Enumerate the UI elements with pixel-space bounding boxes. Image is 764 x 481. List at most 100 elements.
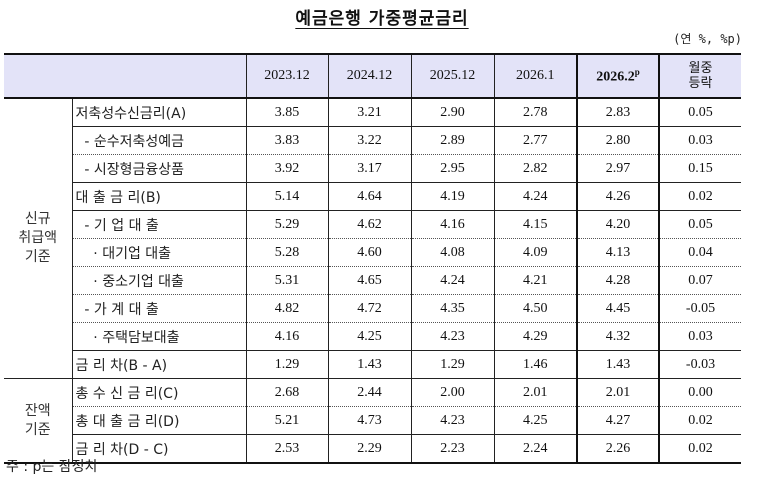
value-2024-12: 3.17 xyxy=(327,154,412,183)
value-2026-2p: 4.13 xyxy=(576,238,660,267)
value-2025-12: 1.29 xyxy=(410,350,495,379)
header-2026-2-text: 2026.2 xyxy=(596,69,635,85)
table-title: 예금은행 가중평균금리 xyxy=(0,4,764,29)
value-2026-1: 4.29 xyxy=(493,322,578,351)
value-2026-2p: 2.97 xyxy=(576,154,660,183)
value-2024-12: 3.22 xyxy=(327,126,412,155)
value-2024-12: 4.64 xyxy=(327,182,412,211)
group-label-line: 취급액 xyxy=(18,230,58,246)
row-label: - 가 계 대 출 xyxy=(71,294,247,323)
value-2024-12: 2.29 xyxy=(327,434,412,464)
row-label: 총 수 신 금 리(C) xyxy=(71,378,247,407)
table-row: 금 리 차(B - A) 1.29 1.43 1.29 1.46 1.43 -0.03 xyxy=(4,350,741,379)
row-label-text: - 순수저축성예금 xyxy=(75,133,185,150)
value-2023-12: 5.29 xyxy=(245,210,329,239)
value-2026-1: 4.21 xyxy=(493,266,578,295)
value-2026-1: 4.25 xyxy=(493,406,578,435)
value-2026-2p: 2.80 xyxy=(576,126,660,155)
value-2026-1: 4.09 xyxy=(493,238,578,267)
value-2024-12: 4.60 xyxy=(327,238,412,267)
value-2026-2p: 4.26 xyxy=(576,182,660,211)
value-2026-2p: 4.32 xyxy=(576,322,660,351)
value-monthly-change: 0.05 xyxy=(658,210,741,239)
value-2023-12: 3.83 xyxy=(245,126,329,155)
value-2025-12: 4.08 xyxy=(410,238,495,267)
table-row: - 시장형금융상품 3.92 3.17 2.95 2.82 2.97 0.15 xyxy=(4,154,741,183)
value-2025-12: 4.23 xyxy=(410,322,495,351)
value-monthly-change: -0.05 xyxy=(658,294,741,323)
row-label: 저축성수신금리(A) xyxy=(71,98,247,127)
value-2025-12: 4.19 xyxy=(410,182,495,211)
table-row: - 가 계 대 출 4.82 4.72 4.35 4.50 4.45 -0.05 xyxy=(4,294,741,323)
value-2024-12: 2.44 xyxy=(327,378,412,407)
table-row: 대 출 금 리(B) 5.14 4.64 4.19 4.24 4.26 0.02 xyxy=(4,182,741,211)
row-label-text: 저축성수신금리(A) xyxy=(75,105,187,122)
table-row: - 순수저축성예금 3.83 3.22 2.89 2.77 2.80 0.03 xyxy=(4,126,741,155)
interest-rate-table: 2023.12 2024.12 2025.12 2026.1 2026.2p 월… xyxy=(4,53,741,464)
header-2024-12: 2024.12 xyxy=(327,53,412,99)
value-2025-12: 4.24 xyxy=(410,266,495,295)
table-row: 신규 취급액 기준 저축성수신금리(A) 3.85 3.21 2.90 2.78 2.83 0.0… xyxy=(4,98,741,379)
value-2024-12: 4.72 xyxy=(327,294,412,323)
value-monthly-change: 0.02 xyxy=(658,406,741,435)
row-label-text: 총 수 신 금 리(C) xyxy=(75,385,179,402)
value-2024-12: 1.43 xyxy=(327,350,412,379)
row-label: 금 리 차(D - C) xyxy=(71,434,247,464)
value-2026-2p: 4.45 xyxy=(576,294,660,323)
preliminary-marker: p xyxy=(634,66,640,77)
table-row: - 기 업 대 출 5.29 4.62 4.16 4.15 4.20 0.05 xyxy=(4,210,741,239)
header-2026-2p: 2026.2p xyxy=(576,53,660,99)
value-monthly-change: 0.02 xyxy=(658,434,741,464)
value-2026-1: 4.15 xyxy=(493,210,578,239)
value-2025-12: 2.89 xyxy=(410,126,495,155)
value-2026-2p: 4.27 xyxy=(576,406,660,435)
value-2026-1: 2.82 xyxy=(493,154,578,183)
group-label-line: 기준 xyxy=(24,249,51,265)
value-2023-12: 3.85 xyxy=(245,98,329,127)
table-title-text: 예금은행 가중평균금리 xyxy=(295,9,469,29)
value-2025-12: 2.90 xyxy=(410,98,495,127)
row-label: - 기 업 대 출 xyxy=(71,210,247,239)
group-label-line: 잔액 xyxy=(24,402,51,419)
value-2026-1: 4.50 xyxy=(493,294,578,323)
header-2025-12: 2025.12 xyxy=(410,53,495,99)
value-2026-2p: 2.83 xyxy=(576,98,660,127)
value-2024-12: 4.25 xyxy=(327,322,412,351)
row-label: 대 출 금 리(B) xyxy=(71,182,247,211)
value-2023-12: 3.92 xyxy=(245,154,329,183)
value-2026-1: 4.24 xyxy=(493,182,578,211)
row-label-text: · 주택담보대출 xyxy=(75,329,180,346)
value-2023-12: 4.16 xyxy=(245,322,329,351)
value-2026-1: 1.46 xyxy=(493,350,578,379)
value-monthly-change: 0.15 xyxy=(658,154,741,183)
value-monthly-change: 0.00 xyxy=(658,378,741,407)
value-2024-12: 3.21 xyxy=(327,98,412,127)
value-2023-12: 5.28 xyxy=(245,238,329,267)
value-2025-12: 4.16 xyxy=(410,210,495,239)
row-label-text: 총 대 출 금 리(D) xyxy=(75,413,180,430)
header-change-line2: 등락 xyxy=(688,76,713,91)
value-2023-12: 4.82 xyxy=(245,294,329,323)
value-2025-12: 4.23 xyxy=(410,406,495,435)
value-monthly-change: 0.05 xyxy=(658,98,741,127)
header-2026-1: 2026.1 xyxy=(493,53,578,99)
row-label-text: - 가 계 대 출 xyxy=(75,301,159,318)
row-label: - 시장형금융상품 xyxy=(71,154,247,183)
group-label-line: 기준 xyxy=(24,421,51,438)
value-2025-12: 2.95 xyxy=(410,154,495,183)
value-2023-12: 5.21 xyxy=(245,406,329,435)
row-label-text: - 시장형금융상품 xyxy=(75,161,185,178)
table-row: 잔액 기준 총 수 신 금 리(C) 2.68 2.44 2.00 2.01 2.01 0.00 xyxy=(4,378,741,464)
value-monthly-change: 0.03 xyxy=(658,126,741,155)
value-2026-2p: 2.01 xyxy=(576,378,660,407)
value-2024-12: 4.73 xyxy=(327,406,412,435)
header-2023-12: 2023.12 xyxy=(245,53,329,99)
value-2026-1: 2.01 xyxy=(493,378,578,407)
value-2023-12: 2.53 xyxy=(245,434,329,464)
value-2024-12: 4.62 xyxy=(327,210,412,239)
table-row: 금 리 차(D - C) 2.53 2.29 2.23 2.24 2.26 0.02 xyxy=(4,434,741,464)
value-2023-12: 5.31 xyxy=(245,266,329,295)
group-label-line: 신규 xyxy=(24,211,51,227)
